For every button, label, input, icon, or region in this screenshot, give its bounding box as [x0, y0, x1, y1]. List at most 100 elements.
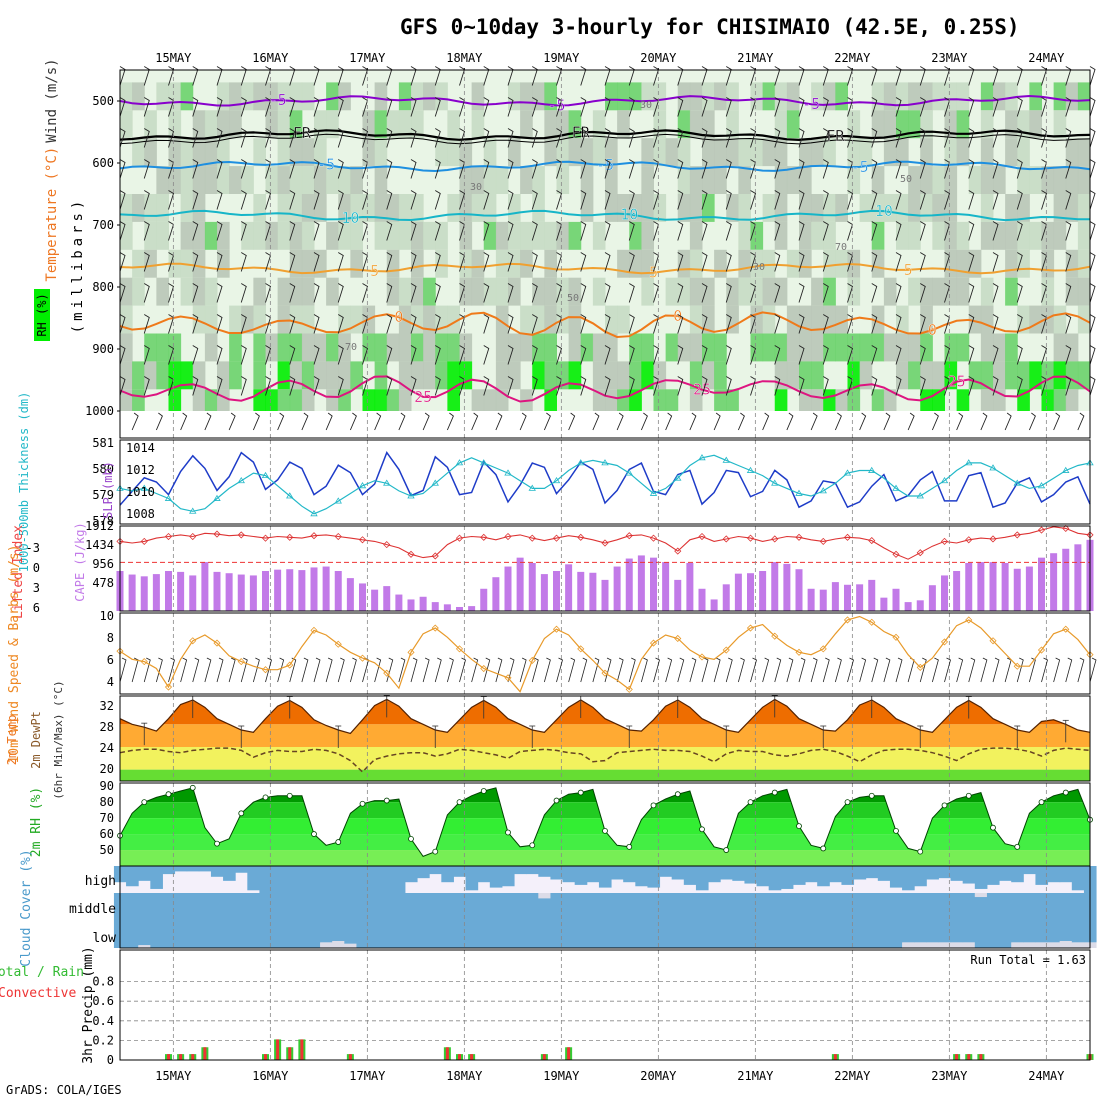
wind-barb [192, 97, 199, 117]
wind-speed-line [119, 615, 1091, 693]
wind-barb [434, 252, 441, 272]
cloud-mid-gap [974, 893, 987, 898]
rh-patch [459, 361, 473, 390]
wind-barb [143, 345, 150, 365]
precip-conv-bar [276, 1039, 280, 1060]
wind-barb [240, 283, 247, 303]
rh-patch [289, 305, 303, 334]
rh-patch [326, 277, 339, 306]
cloud-mid-bar [792, 893, 806, 920]
rh-patch [774, 277, 788, 306]
rh-patch [314, 194, 327, 222]
rh-patch [314, 166, 327, 194]
wind-barb [556, 657, 563, 683]
wind-barb [1016, 252, 1023, 272]
wind-barb [386, 190, 393, 210]
rh-patch [980, 221, 994, 250]
wind-barb [410, 128, 417, 148]
wind-barb [701, 252, 708, 272]
cloud-high-bar [453, 866, 467, 877]
cape-bar [237, 574, 245, 611]
isotherm-label: FR [572, 123, 591, 141]
cloud-mid-bar [647, 893, 661, 920]
li-marker [286, 533, 294, 541]
wind-barb [992, 128, 999, 148]
rh-patch [204, 333, 218, 362]
wind-speed-marker [771, 632, 779, 640]
rh-patch [471, 277, 485, 306]
thickness-marker [989, 464, 997, 471]
rh-patch [908, 361, 921, 390]
rh-patch [617, 110, 630, 139]
wind-barb [1089, 128, 1096, 148]
wind-barb [556, 128, 563, 148]
cloud-low-bar [877, 920, 891, 948]
date-label-top: 17MAY [349, 51, 386, 65]
rh-patch [289, 194, 303, 222]
wind-barb [798, 657, 806, 683]
rh-patch [750, 82, 764, 111]
rh-patch [1077, 194, 1091, 222]
thickness-marker [965, 459, 973, 466]
wind-barb [628, 159, 635, 179]
rh-patch [217, 82, 230, 111]
thickness-marker [237, 476, 245, 484]
isotherm-line [119, 311, 1091, 339]
wind-barb [580, 314, 587, 334]
cloud-high-bar [538, 866, 551, 877]
cape-bar [1025, 566, 1033, 611]
rh-patch [689, 333, 703, 362]
rh-patch [544, 82, 557, 111]
cloud-low-bar [198, 920, 212, 948]
rh-patch [532, 305, 545, 334]
wind-barb [725, 283, 732, 303]
rh-patch [702, 82, 715, 111]
rh-patch [265, 389, 279, 411]
rh-patch [374, 389, 388, 411]
wind-barb [847, 128, 854, 148]
rh-patch [144, 361, 157, 390]
cloud-mid-bar [938, 893, 952, 920]
rh-patch [459, 277, 473, 306]
date-label-bottom: 18MAY [446, 1069, 483, 1083]
cloud-mid-bar [950, 893, 964, 920]
rh-patch [689, 110, 703, 139]
cape-bar [346, 578, 354, 611]
cloud-low-bar [744, 920, 758, 948]
wind-barb [956, 412, 964, 431]
wind-barb [507, 252, 514, 272]
rh-patch [326, 221, 339, 250]
rh-patch [774, 194, 788, 222]
wind-barb [192, 252, 199, 272]
wind-barb [143, 283, 150, 303]
rh-patch [508, 277, 521, 306]
rh-patch [847, 277, 861, 306]
li-marker [868, 537, 876, 545]
isotherm-label: FR [826, 127, 845, 145]
rh-patch [689, 361, 703, 390]
rh-patch [253, 138, 266, 167]
cape-label-group: CAPE (J/kg) [73, 522, 87, 601]
wind-barb [1089, 66, 1096, 86]
rh-patch [677, 277, 691, 306]
li-marker [504, 532, 512, 541]
wind-barb [216, 252, 223, 272]
cloud-mid-bar [174, 893, 188, 920]
cape-bar [225, 573, 233, 611]
rh-patch [483, 138, 497, 167]
rh-patch [265, 110, 279, 139]
wind-barb [750, 657, 757, 683]
rh-marker [602, 827, 608, 834]
rh-marker [383, 797, 390, 804]
wind-speed-marker [868, 618, 876, 626]
rh-patch [495, 305, 509, 334]
precip-frame [119, 949, 1091, 1061]
wind-barb [968, 376, 975, 396]
cape-bar [710, 599, 718, 611]
cape-bar [650, 557, 657, 611]
wind-barb [143, 128, 150, 148]
wind-speed-marker [480, 664, 488, 673]
cloud-low-bar [150, 920, 163, 948]
cape-bar [819, 589, 827, 611]
wind-barb [810, 412, 818, 431]
